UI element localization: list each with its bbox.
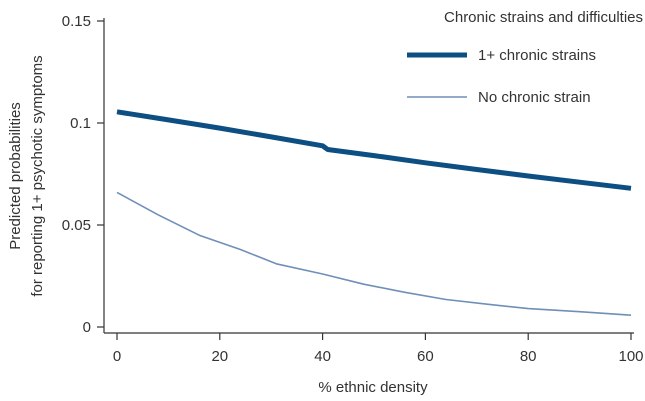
series-line-1 [116, 109, 632, 191]
y-axis-title-line-2: for reporting 1+ psychotic symptoms [29, 55, 46, 296]
legend-label-1: 1+ chronic strains [478, 47, 596, 64]
y-ticks: 0 0.05 0.1 0.15 [62, 13, 104, 336]
legend-label-2: No chronic strain [478, 89, 591, 106]
y-axis-title-line-1: Predicted probabilities [7, 102, 24, 250]
x-tick-label: 0 [113, 348, 121, 365]
x-tick-label: 80 [520, 348, 537, 365]
x-tick-label: 60 [417, 348, 434, 365]
x-tick-label: 40 [314, 348, 331, 365]
x-axis-title: % ethnic density [318, 379, 428, 396]
y-tick-label: 0.1 [70, 115, 91, 132]
legend: Chronic strains and difficulties 1+ chro… [407, 9, 643, 106]
series-layer [116, 109, 632, 316]
x-ticks: 0 20 40 60 80 100 [113, 333, 644, 365]
x-tick-label: 100 [618, 348, 643, 365]
y-tick-label: 0.05 [62, 217, 91, 234]
series-line-2 [116, 191, 632, 316]
x-tick-label: 20 [211, 348, 228, 365]
legend-title: Chronic strains and difficulties [444, 9, 643, 26]
y-tick-label: 0 [83, 319, 91, 336]
y-tick-label: 0.15 [62, 13, 91, 30]
